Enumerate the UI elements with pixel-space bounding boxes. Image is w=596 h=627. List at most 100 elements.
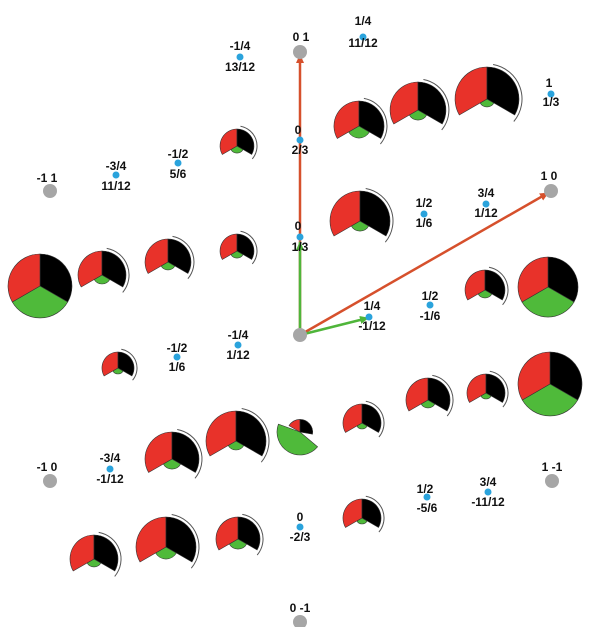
pie-wedge-red: [464, 269, 486, 301]
pie-wedge-red: [405, 377, 429, 412]
pie-outline-arc: [432, 374, 454, 417]
pie-wedge-black: [236, 233, 255, 260]
pie-wedge-red: [342, 498, 363, 528]
kpoint-label-bottom: -11/12: [471, 495, 505, 509]
lattice-nodes: [43, 45, 559, 627]
pie-wedge-green: [276, 423, 319, 456]
kpoint-node: [423, 493, 431, 501]
pie-wedge-black: [165, 516, 197, 563]
lattice-node: [545, 474, 559, 488]
pie-wedge-red: [215, 516, 239, 551]
pie-wedge-black: [549, 351, 583, 401]
pie-outline-arc: [172, 235, 195, 280]
kpoint-label-bottom: -1/6: [420, 309, 441, 323]
pie-wedge-green: [521, 383, 579, 417]
pie-wedge-red: [69, 534, 95, 572]
pie-wedge-red: [144, 238, 169, 274]
kpoint-label-top: 1/2: [417, 482, 434, 496]
lattice-label: 1 -1: [542, 460, 563, 474]
kpoint-node: [420, 210, 428, 218]
kpoint-label-bottom: -1/12: [358, 319, 386, 333]
pie-wedge-black: [358, 100, 385, 139]
kpoint-label-top: 1/4: [355, 14, 372, 28]
lattice-node: [43, 474, 57, 488]
kpoint-label-top: -3/4: [106, 159, 127, 173]
kpoint-label-top: 0: [295, 123, 302, 137]
pie-wedge-red: [466, 373, 487, 403]
basis-vectors: [296, 54, 549, 337]
pie-wedge-red: [7, 253, 41, 303]
pie-wedge-black: [299, 419, 313, 435]
pie-outline-arc: [106, 247, 130, 293]
pie-wedge-red: [517, 351, 551, 401]
pie-outline-arc: [365, 400, 385, 438]
pie-wedge-red: [219, 233, 238, 260]
pie-wedge-black: [101, 250, 127, 288]
pie-glyphs: [7, 64, 583, 577]
kpoint-label-top: -1/2: [167, 341, 188, 355]
kpoint-label-bottom: 1/6: [416, 216, 433, 230]
lattice-label: 1 0: [541, 169, 558, 183]
pie-wedge-black: [117, 351, 135, 377]
pie-outline-arc: [365, 188, 394, 243]
lattice-node: [293, 615, 307, 627]
pie-wedge-red: [389, 81, 419, 125]
kpoint-node: [365, 313, 373, 321]
pie-wedge-black: [237, 516, 261, 551]
kpoint-label-bottom: 13/12: [225, 60, 255, 74]
pie-wedge-red: [144, 431, 173, 473]
pie-outline-arc: [489, 370, 509, 408]
lattice-label: 0 1: [293, 30, 310, 44]
kpoint-node: [106, 465, 114, 473]
pie-wedge-black: [167, 238, 192, 274]
kpoint-label-bottom: 5/6: [170, 167, 187, 181]
kpoint-node: [174, 159, 182, 167]
kpoint-label-top: 1/4: [364, 299, 381, 313]
pie-wedge-red: [101, 351, 119, 377]
kpoint-label-top: 0: [295, 219, 302, 233]
lattice-node: [43, 184, 57, 198]
pie-outline-arc: [488, 266, 509, 306]
pie-outline-arc: [423, 79, 450, 131]
kpoint-label-top: 1: [546, 76, 553, 90]
kpoint-label-bottom: 2/3: [292, 143, 309, 157]
kpoint-node: [296, 136, 304, 144]
arrow-b2-red: [299, 191, 549, 337]
pie-outline-arc: [363, 97, 388, 145]
lattice-label: -1 1: [37, 171, 58, 185]
kpoint-label-bottom: 1/12: [226, 348, 250, 362]
pie-wedge-black: [427, 377, 451, 412]
pie-wedge-black: [417, 81, 447, 125]
lattice-label: 0 -1: [290, 601, 311, 615]
pie-wedge-red: [454, 66, 488, 116]
kpoint-label-bottom: -2/3: [290, 530, 311, 544]
arrow-k-green-diagonal: [299, 316, 369, 337]
kpoint-label-top: 0: [297, 510, 304, 524]
kpoint-label-top: -1/4: [230, 39, 251, 53]
kpoint-label-bottom: 1/6: [169, 360, 186, 374]
kpoint-label-bottom: -1/12: [96, 472, 124, 486]
lattice-labels: 0 1 1 0 -1 1 -1 0 1 -1 0 -1: [37, 30, 563, 615]
pie-wedge-black: [359, 190, 391, 237]
kpoint-label-bottom: -5/6: [417, 501, 438, 515]
pie-wedge-red: [135, 516, 167, 563]
kpoint-node: [359, 33, 367, 41]
kpoint-label-bottom: 1/12: [474, 206, 498, 220]
kpoint-node: [112, 171, 120, 179]
kpoint-label-top: 3/4: [478, 186, 495, 200]
pie-wedge-black: [236, 128, 255, 155]
lattice-label: -1 0: [37, 460, 58, 474]
pie-outline-arc: [242, 513, 264, 556]
pie-wedge-red: [77, 250, 103, 288]
pie-wedge-black: [361, 403, 382, 433]
pie-outline-arc: [241, 408, 270, 463]
kpoint-node: [173, 353, 181, 361]
kpoint-label-top: 3/4: [480, 475, 497, 489]
pie-wedge-black: [486, 66, 520, 116]
kpoint-node: [482, 200, 490, 208]
kpoint-nodes: [106, 33, 555, 531]
pie-wedge-black: [484, 269, 506, 301]
pie-outline-arc: [177, 429, 203, 479]
kpoint-label-bottom: 11/12: [348, 36, 378, 50]
kpoint-label-top: -1/4: [228, 328, 249, 342]
